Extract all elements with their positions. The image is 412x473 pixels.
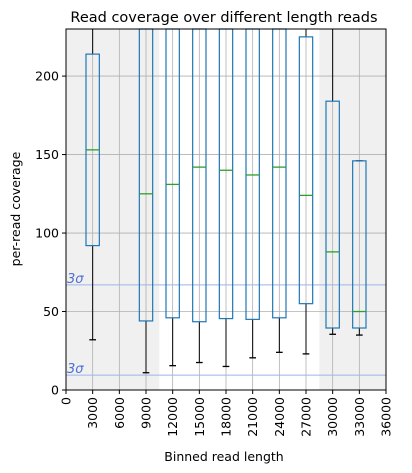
y-tick-label: 200 <box>35 69 59 84</box>
x-tick-label: 0 <box>59 397 74 405</box>
y-tick-label: 100 <box>35 226 59 241</box>
chart-title: Read coverage over different length read… <box>70 10 377 26</box>
x-axis-title: Binned read length <box>164 449 283 464</box>
x-tick-label: 18000 <box>219 397 234 437</box>
plot-area: 3σ 3σ 0 50 100 150 200 0 3000 6000 9000 12000 15000 1… <box>35 29 393 437</box>
x-tick-label: 9000 <box>139 397 154 429</box>
x-tick-label: 3000 <box>85 397 100 429</box>
x-tick-label: 27000 <box>299 397 314 437</box>
sigma-label-1: 3σ <box>67 362 84 377</box>
x-tick-label: 6000 <box>112 397 127 429</box>
shaded-region-0 <box>66 29 159 390</box>
y-tick-label: 0 <box>51 383 59 398</box>
sigma-label-0: 3σ <box>67 272 84 287</box>
x-tick-label: 24000 <box>272 397 287 437</box>
x-tick-label: 15000 <box>192 397 207 437</box>
y-tick-label: 150 <box>35 147 59 162</box>
x-tick-label: 12000 <box>165 397 180 437</box>
x-tick-label: 36000 <box>379 397 394 437</box>
y-tick-label: 50 <box>43 304 59 319</box>
x-tick-label: 30000 <box>325 397 340 437</box>
x-tick-label: 33000 <box>352 397 367 437</box>
y-axis-title: per-read coverage <box>8 151 23 266</box>
x-tick-label: 21000 <box>245 397 260 437</box>
